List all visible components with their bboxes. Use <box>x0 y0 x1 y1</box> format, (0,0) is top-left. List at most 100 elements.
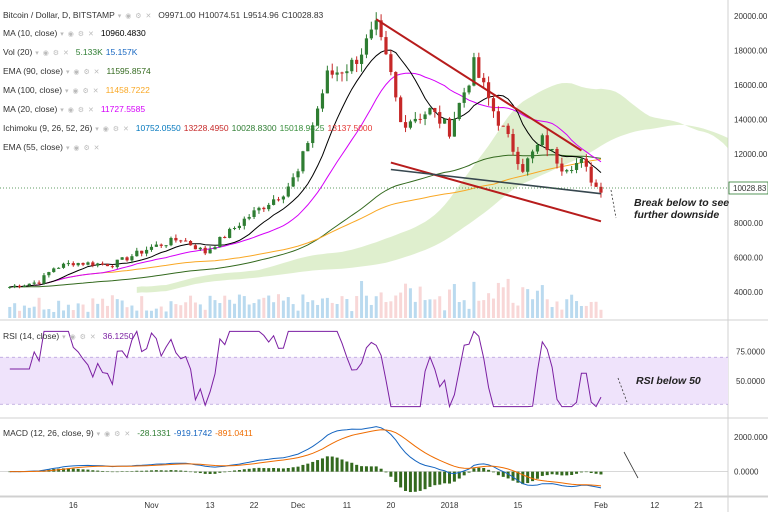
price-tick-label: 12000.00 <box>734 150 768 159</box>
candle-down <box>403 122 408 128</box>
symbol-header-label: Bitcoin / Dollar, D, BITSTAMP <box>3 10 115 20</box>
candle-up <box>96 263 100 266</box>
volume-bar <box>237 294 241 318</box>
macd-histogram-bar <box>8 471 12 473</box>
volume-bar <box>467 308 471 318</box>
indicator-controls[interactable]: ▾ ◉ ⚙ ✕ <box>93 431 135 438</box>
indicator-5[interactable]: Ichimoku (9, 26, 52, 26) ▾ ◉ ⚙ ✕ 10752.0… <box>3 123 372 135</box>
price-tick-label: 8000.00 <box>734 219 763 228</box>
macd-tick-label: 0.0000 <box>734 468 759 477</box>
macd-header[interactable]: MACD (12, 26, close, 9) ▾ ◉ ⚙ ✕ -28.1331… <box>3 428 253 440</box>
macd-histogram-bar <box>540 471 544 476</box>
time-tick-label: 16 <box>69 501 78 510</box>
volume-bar <box>487 293 491 318</box>
indicator-controls[interactable]: ▾ ◉ ⚙ ✕ <box>114 13 156 20</box>
rsi-tick-label: 50.0000 <box>736 377 765 386</box>
indicator-5-value: 13228.4950 <box>183 123 229 133</box>
indicator-controls[interactable]: ▾ ◉ ⚙ ✕ <box>63 145 101 152</box>
macd-histogram-bar <box>154 470 158 472</box>
macd-histogram-bar <box>237 469 241 472</box>
candle-down <box>262 207 266 210</box>
indicator-3[interactable]: MA (100, close) ▾ ◉ ⚙ ✕ 11458.7222 <box>3 85 150 97</box>
candle-down <box>496 111 500 126</box>
indicator-0-label: MA (10, close) <box>3 28 58 38</box>
indicator-6[interactable]: EMA (55, close) ▾ ◉ ⚙ ✕ <box>3 142 101 154</box>
macd-histogram-bar <box>81 469 85 472</box>
symbol-header-value: L9514.96 <box>243 10 279 20</box>
time-tick-label: Dec <box>291 501 305 510</box>
macd-histogram-bar <box>130 471 134 472</box>
macd-histogram-bar <box>404 471 408 491</box>
indicator-2[interactable]: EMA (90, close) ▾ ◉ ⚙ ✕ 11595.8574 <box>3 66 151 78</box>
volume-bar <box>599 309 603 318</box>
macd-histogram-bar <box>379 468 383 472</box>
candle-up <box>345 71 349 74</box>
candle-down <box>545 135 549 151</box>
indicator-4[interactable]: MA (20, close) ▾ ◉ ⚙ ✕ 11727.5585 <box>3 104 145 116</box>
candle-up <box>247 216 251 219</box>
indicator-2-value: 11595.8574 <box>106 66 151 76</box>
volume-bar <box>208 295 212 318</box>
indicator-controls[interactable]: ▾ ◉ ⚙ ✕ <box>63 69 104 76</box>
macd-histogram-bar <box>179 470 183 472</box>
candle-up <box>550 148 554 151</box>
volume-bar <box>423 300 427 318</box>
volume-bar <box>555 301 559 318</box>
volume-bar <box>52 311 56 318</box>
volume-bar <box>360 280 364 318</box>
volume-bar <box>511 302 515 318</box>
candle-up <box>467 85 471 93</box>
indicator-controls[interactable]: ▾ ◉ ⚙ ✕ <box>62 88 103 95</box>
volume-bar <box>428 299 432 318</box>
candle-up <box>47 272 51 276</box>
indicator-controls[interactable]: ▾ ◉ ⚙ ✕ <box>57 107 98 114</box>
candle-up <box>208 249 212 254</box>
indicator-controls[interactable]: ▾ ◉ ⚙ ✕ <box>59 334 100 341</box>
volume-bar <box>179 305 183 318</box>
rsi-header[interactable]: RSI (14, close) ▾ ◉ ⚙ ✕ 36.1250 <box>3 331 133 343</box>
axes: 20000.00 18000.00 16000.00 14000.00 12000.00… <box>69 12 768 510</box>
volume-bar <box>71 310 75 318</box>
candle-down <box>203 247 207 254</box>
candle-up <box>535 144 540 152</box>
macd-histogram-bar <box>575 471 579 474</box>
candle-up <box>267 204 271 210</box>
volume-bar <box>8 306 12 318</box>
indicator-controls[interactable]: ▾ ◉ ⚙ ✕ <box>32 50 73 57</box>
volume-bar <box>47 309 51 318</box>
candle-up <box>364 38 369 55</box>
macd-histogram-bar <box>120 471 124 472</box>
volume-bar <box>545 299 549 318</box>
candle-up <box>315 108 320 126</box>
rsi-tick-label: 75.0000 <box>736 347 765 356</box>
candle-up <box>228 228 232 238</box>
candle-up <box>457 102 461 120</box>
price-tick-label: 18000.00 <box>734 46 768 55</box>
macd-histogram-bar <box>570 471 574 475</box>
candle-up <box>257 207 261 211</box>
candle-up <box>66 263 71 265</box>
volume-bar <box>252 303 256 318</box>
indicator-1[interactable]: Vol (20) ▾ ◉ ⚙ ✕ 5.133K 15.157K <box>3 47 137 59</box>
symbol-header-value: H10074.51 <box>198 10 241 20</box>
symbol-header[interactable]: Bitcoin / Dollar, D, BITSTAMP ▾ ◉ ⚙ ✕ O9… <box>3 10 323 22</box>
volume-bar <box>408 288 412 318</box>
candle-up <box>198 247 202 250</box>
indicator-controls[interactable]: ▾ ◉ ⚙ ✕ <box>57 31 98 38</box>
macd-histogram-bar <box>242 469 246 472</box>
macd-histogram-bar <box>184 470 188 472</box>
macd-histogram-bar <box>350 462 354 472</box>
indicator-controls[interactable]: ▾ ◉ ⚙ ✕ <box>92 126 133 133</box>
candle-down <box>179 240 183 242</box>
indicator-0[interactable]: MA (10, close) ▾ ◉ ⚙ ✕ 10960.4830 <box>3 28 146 40</box>
candle-up <box>242 218 246 226</box>
candle-up <box>325 70 329 94</box>
candle-up <box>526 158 530 172</box>
candle-up <box>61 263 66 268</box>
price-tick-label: 16000.00 <box>734 81 768 90</box>
candle-up <box>565 170 569 172</box>
candle-down <box>447 118 452 137</box>
macd-histogram-bar <box>374 466 378 472</box>
